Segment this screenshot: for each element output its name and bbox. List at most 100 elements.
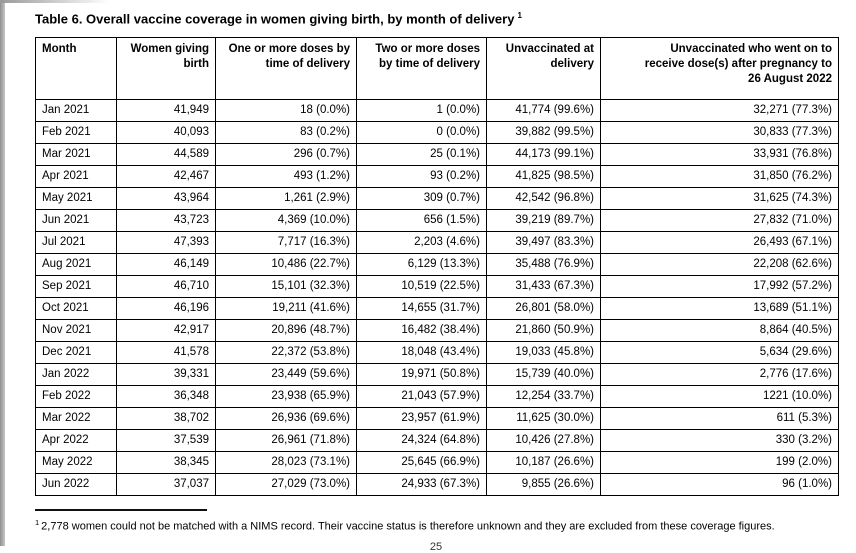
value-cell: 10,426 (27.8%) — [486, 429, 601, 453]
value-cell: 96 (1.0%) — [600, 473, 839, 497]
table-row: Apr 2021 42,467 493 (1.2%) 93 (0.2%) 41,825 … — [35, 165, 839, 189]
month-cell: May 2021 — [35, 187, 117, 211]
value-cell: 11,625 (30.0%) — [486, 407, 601, 431]
table-row: Jun 2022 37,037 27,029 (73.0%) 24,933 (67.3… — [35, 473, 839, 497]
table-row: Aug 2021 46,149 10,486 (22.7%) 6,129 (13.3%… — [35, 253, 839, 277]
column-header: One or more doses by time of delivery — [215, 37, 357, 101]
value-cell: 17,992 (57.2%) — [600, 275, 839, 299]
value-cell: 33,931 (76.8%) — [600, 143, 839, 167]
value-cell: 43,723 — [116, 209, 216, 233]
page-edge-left — [0, 0, 5, 546]
table-row: Feb 2022 36,348 23,938 (65.9%) 21,043 (57.9… — [35, 385, 839, 409]
value-cell: 83 (0.2%) — [215, 121, 357, 145]
value-cell: 31,850 (76.2%) — [600, 165, 839, 189]
month-cell: Jan 2021 — [35, 99, 117, 123]
value-cell: 15,739 (40.0%) — [486, 363, 601, 387]
value-cell: 296 (0.7%) — [215, 143, 357, 167]
value-cell: 330 (3.2%) — [600, 429, 839, 453]
table-title-text: Table 6. Overall vaccine coverage in wom… — [35, 11, 515, 27]
value-cell: 39,331 — [116, 363, 216, 387]
value-cell: 19,033 (45.8%) — [486, 341, 601, 365]
month-cell: Feb 2022 — [35, 385, 117, 409]
value-cell: 10,519 (22.5%) — [356, 275, 487, 299]
month-cell: Feb 2021 — [35, 121, 117, 145]
value-cell: 37,037 — [116, 473, 216, 497]
value-cell: 36,348 — [116, 385, 216, 409]
value-cell: 18 (0.0%) — [215, 99, 357, 123]
footnote: 1 2,778 women could not be matched with a… — [35, 516, 841, 534]
value-cell: 39,219 (89.7%) — [486, 209, 601, 233]
month-cell: May 2022 — [35, 451, 117, 475]
value-cell: 309 (0.7%) — [356, 187, 487, 211]
value-cell: 35,488 (76.9%) — [486, 253, 601, 277]
value-cell: 32,271 (77.3%) — [600, 99, 839, 123]
footnote-text: 2,778 women could not be matched with a … — [41, 520, 775, 533]
value-cell: 38,702 — [116, 407, 216, 431]
value-cell: 23,938 (65.9%) — [215, 385, 357, 409]
value-cell: 44,589 — [116, 143, 216, 167]
value-cell: 27,029 (73.0%) — [215, 473, 357, 497]
value-cell: 40,093 — [116, 121, 216, 145]
table-row: Jan 2021 41,949 18 (0.0%) 1 (0.0%) 41,774 (9… — [35, 99, 839, 123]
header-row: Month Women giving birth One or more doses… — [35, 37, 839, 101]
value-cell: 13,689 (51.1%) — [600, 297, 839, 321]
value-cell: 2,776 (17.6%) — [600, 363, 839, 387]
month-cell: Jun 2021 — [35, 209, 117, 233]
column-header: Unvaccinated at delivery — [486, 37, 601, 101]
value-cell: 46,149 — [116, 253, 216, 277]
value-cell: 0 (0.0%) — [356, 121, 487, 145]
table-row: Apr 2022 37,539 26,961 (71.8%) 24,324 (64.8… — [35, 429, 839, 453]
value-cell: 42,917 — [116, 319, 216, 343]
month-cell: Sep 2021 — [35, 275, 117, 299]
value-cell: 26,493 (67.1%) — [600, 231, 839, 255]
table-title-footnote-marker: 1 — [517, 11, 522, 20]
value-cell: 43,964 — [116, 187, 216, 211]
value-cell: 5,634 (29.6%) — [600, 341, 839, 365]
value-cell: 4,369 (10.0%) — [215, 209, 357, 233]
table-row: Mar 2021 44,589 296 (0.7%) 25 (0.1%) 44,173 … — [35, 143, 839, 167]
table-row: Jul 2021 47,393 7,717 (16.3%) 2,203 (4.6%) 3… — [35, 231, 839, 255]
value-cell: 46,196 — [116, 297, 216, 321]
value-cell: 22,208 (62.6%) — [600, 253, 839, 277]
value-cell: 47,393 — [116, 231, 216, 255]
value-cell: 24,933 (67.3%) — [356, 473, 487, 497]
table-row: Jun 2021 43,723 4,369 (10.0%) 656 (1.5%) 39,… — [35, 209, 839, 233]
value-cell: 26,801 (58.0%) — [486, 297, 601, 321]
month-cell: Dec 2021 — [35, 341, 117, 365]
table-row: Mar 2022 38,702 26,936 (69.6%) 23,957 (61.9… — [35, 407, 839, 431]
month-cell: Mar 2022 — [35, 407, 117, 431]
value-cell: 25,645 (66.9%) — [356, 451, 487, 475]
value-cell: 656 (1.5%) — [356, 209, 487, 233]
value-cell: 39,882 (99.5%) — [486, 121, 601, 145]
table-row: Oct 2021 46,196 19,211 (41.6%) 14,655 (31.7… — [35, 297, 839, 321]
value-cell: 31,433 (67.3%) — [486, 275, 601, 299]
table-row: Dec 2021 41,578 22,372 (53.8%) 18,048 (43.4… — [35, 341, 839, 365]
value-cell: 10,187 (26.6%) — [486, 451, 601, 475]
value-cell: 15,101 (32.3%) — [215, 275, 357, 299]
value-cell: 41,774 (99.6%) — [486, 99, 601, 123]
value-cell: 14,655 (31.7%) — [356, 297, 487, 321]
value-cell: 1,261 (2.9%) — [215, 187, 357, 211]
value-cell: 21,860 (50.9%) — [486, 319, 601, 343]
value-cell: 20,896 (48.7%) — [215, 319, 357, 343]
value-cell: 25 (0.1%) — [356, 143, 487, 167]
column-header: Two or more doses by time of delivery — [356, 37, 487, 101]
footnote-separator — [35, 509, 207, 512]
month-cell: Apr 2022 — [35, 429, 117, 453]
value-cell: 46,710 — [116, 275, 216, 299]
value-cell: 18,048 (43.4%) — [356, 341, 487, 365]
month-cell: Mar 2021 — [35, 143, 117, 167]
table-row: Nov 2021 42,917 20,896 (48.7%) 16,482 (38.4… — [35, 319, 839, 343]
value-cell: 28,023 (73.1%) — [215, 451, 357, 475]
value-cell: 38,345 — [116, 451, 216, 475]
value-cell: 7,717 (16.3%) — [215, 231, 357, 255]
value-cell: 10,486 (22.7%) — [215, 253, 357, 277]
value-cell: 23,957 (61.9%) — [356, 407, 487, 431]
table-row: May 2021 43,964 1,261 (2.9%) 309 (0.7%) 42,5… — [35, 187, 839, 211]
value-cell: 8,864 (40.5%) — [600, 319, 839, 343]
month-cell: Jul 2021 — [35, 231, 117, 255]
value-cell: 93 (0.2%) — [356, 165, 487, 189]
value-cell: 24,324 (64.8%) — [356, 429, 487, 453]
value-cell: 41,578 — [116, 341, 216, 365]
month-cell: Oct 2021 — [35, 297, 117, 321]
